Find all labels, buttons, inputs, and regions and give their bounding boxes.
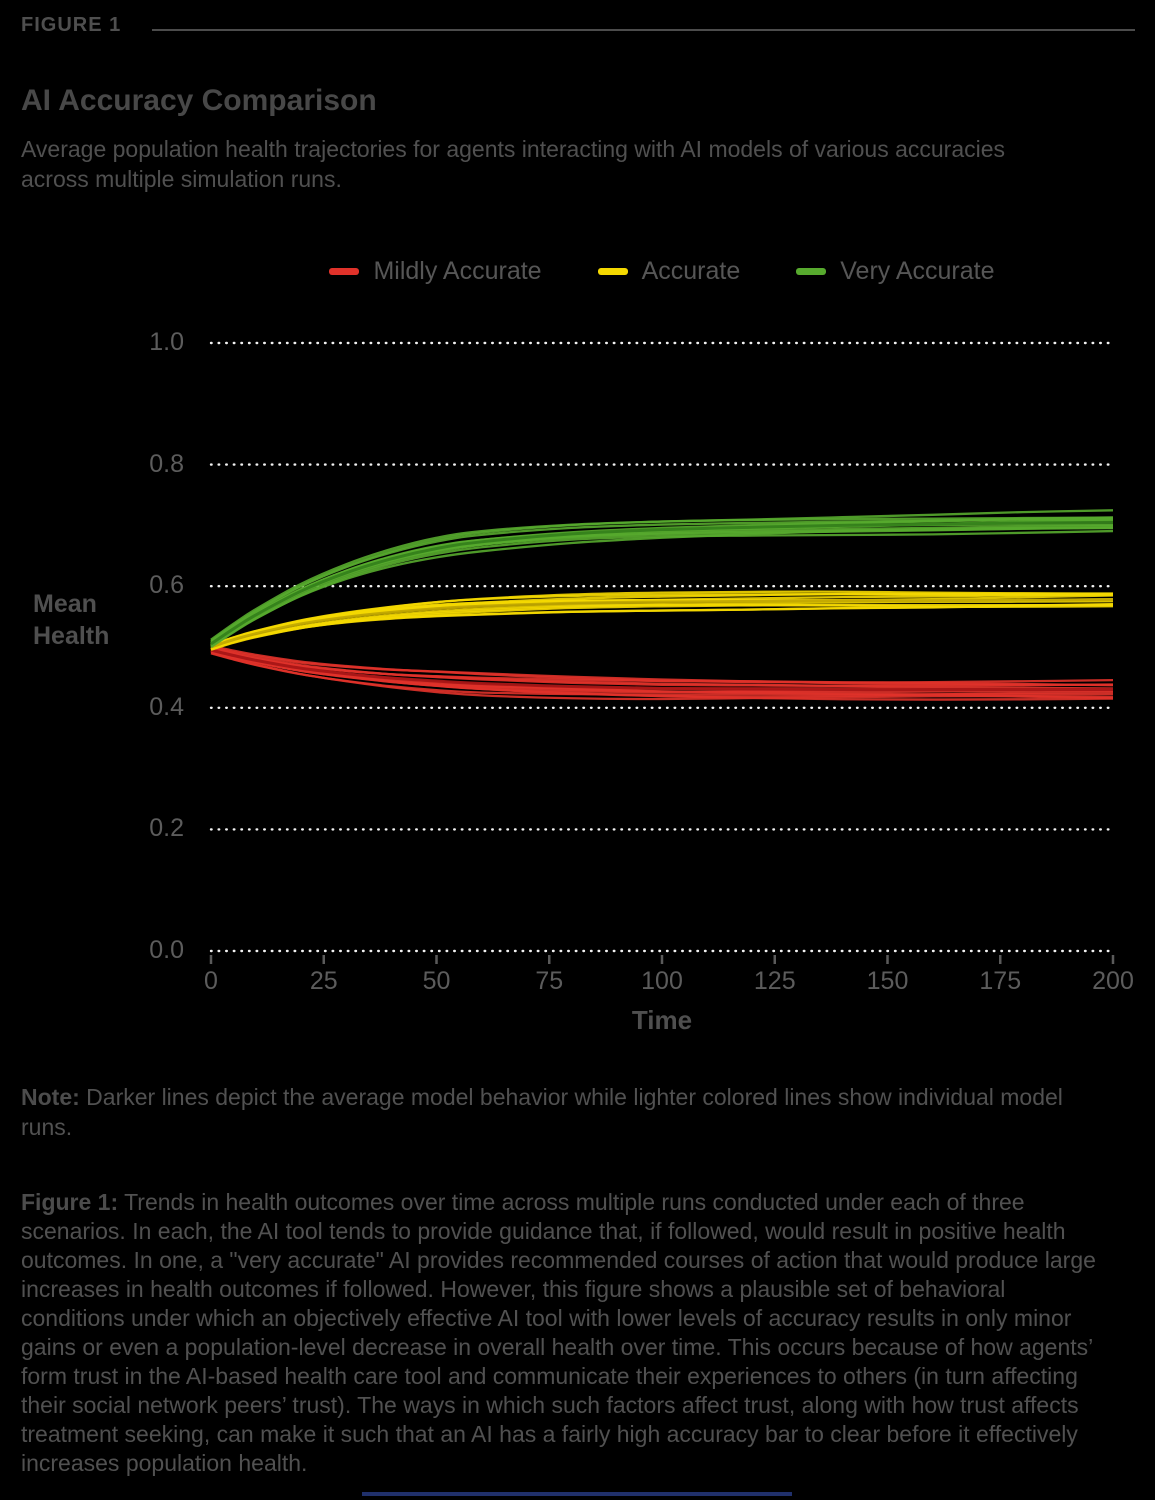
legend-item: Accurate: [597, 257, 741, 286]
y-tick-label: 0.0: [149, 936, 184, 964]
y-axis-title: Mean Health: [33, 590, 110, 650]
note-text: Note: Darker lines depict the average mo…: [21, 1082, 1076, 1142]
run-line: [210, 524, 1114, 645]
x-tick-label: 75: [535, 967, 564, 995]
legend-swatch: [597, 268, 628, 275]
bottom-rule: [362, 1492, 792, 1496]
y-tick-label: 0.4: [149, 692, 184, 721]
legend-item: Very Accurate: [796, 257, 995, 286]
mean-line: [210, 648, 1113, 692]
x-tick-label: 200: [1092, 967, 1134, 995]
mean-line: [210, 520, 1114, 646]
caption-body: Trends in health outcomes over time acro…: [21, 1189, 1096, 1476]
y-tick-label: 0.6: [149, 571, 184, 600]
x-tick-label: 0: [204, 967, 218, 995]
y-tick-label: 0.8: [149, 449, 184, 478]
x-tick-label: 50: [422, 967, 451, 995]
note-body: Darker lines depict the average model be…: [21, 1084, 1063, 1140]
run-line: [210, 644, 1114, 684]
caption-label: Figure 1:: [21, 1189, 119, 1215]
run-line: [210, 603, 1114, 650]
chart-subtitle: Average population health trajectories f…: [21, 136, 1006, 192]
mean-line: [210, 598, 1114, 649]
chart-title: AI Accuracy Comparison: [21, 84, 377, 117]
x-tick-label: 150: [866, 967, 909, 995]
legend-label: Accurate: [641, 257, 741, 285]
x-axis-title: Time: [631, 1005, 693, 1035]
legend-swatch: [796, 268, 827, 275]
figure-caption: Figure 1: Trends in health outcomes over…: [21, 1188, 1111, 1478]
chart-legend: Mildly Accurate Accurate Very Accurate: [211, 257, 1113, 286]
run-line: [210, 526, 1114, 648]
plot-svg: [209, 341, 1115, 964]
run-line: [210, 590, 1114, 647]
run-line: [210, 645, 1114, 686]
x-tick-label: 100: [641, 967, 683, 995]
y-tick-label: 1.0: [149, 328, 184, 356]
chart-area: Mildly Accurate Accurate Very Accurate Mea…: [0, 245, 1155, 1035]
x-tick-label: 125: [753, 967, 796, 995]
header-rule: [152, 29, 1135, 31]
legend-item: Mildly Accurate: [329, 257, 542, 286]
run-line: [210, 529, 1114, 649]
run-line: [210, 509, 1114, 641]
legend-swatch: [329, 268, 360, 275]
run-line: [210, 603, 1114, 651]
run-line: [210, 523, 1114, 647]
x-tick-label: 25: [309, 967, 338, 995]
x-tick-label: 175: [979, 967, 1022, 995]
legend-label: Mildly Accurate: [373, 257, 542, 285]
legend-label: Very Accurate: [840, 257, 995, 285]
y-tick-label: 0.2: [149, 814, 184, 843]
figure-label: FIGURE 1: [21, 14, 122, 36]
note-label: Note:: [21, 1084, 80, 1110]
